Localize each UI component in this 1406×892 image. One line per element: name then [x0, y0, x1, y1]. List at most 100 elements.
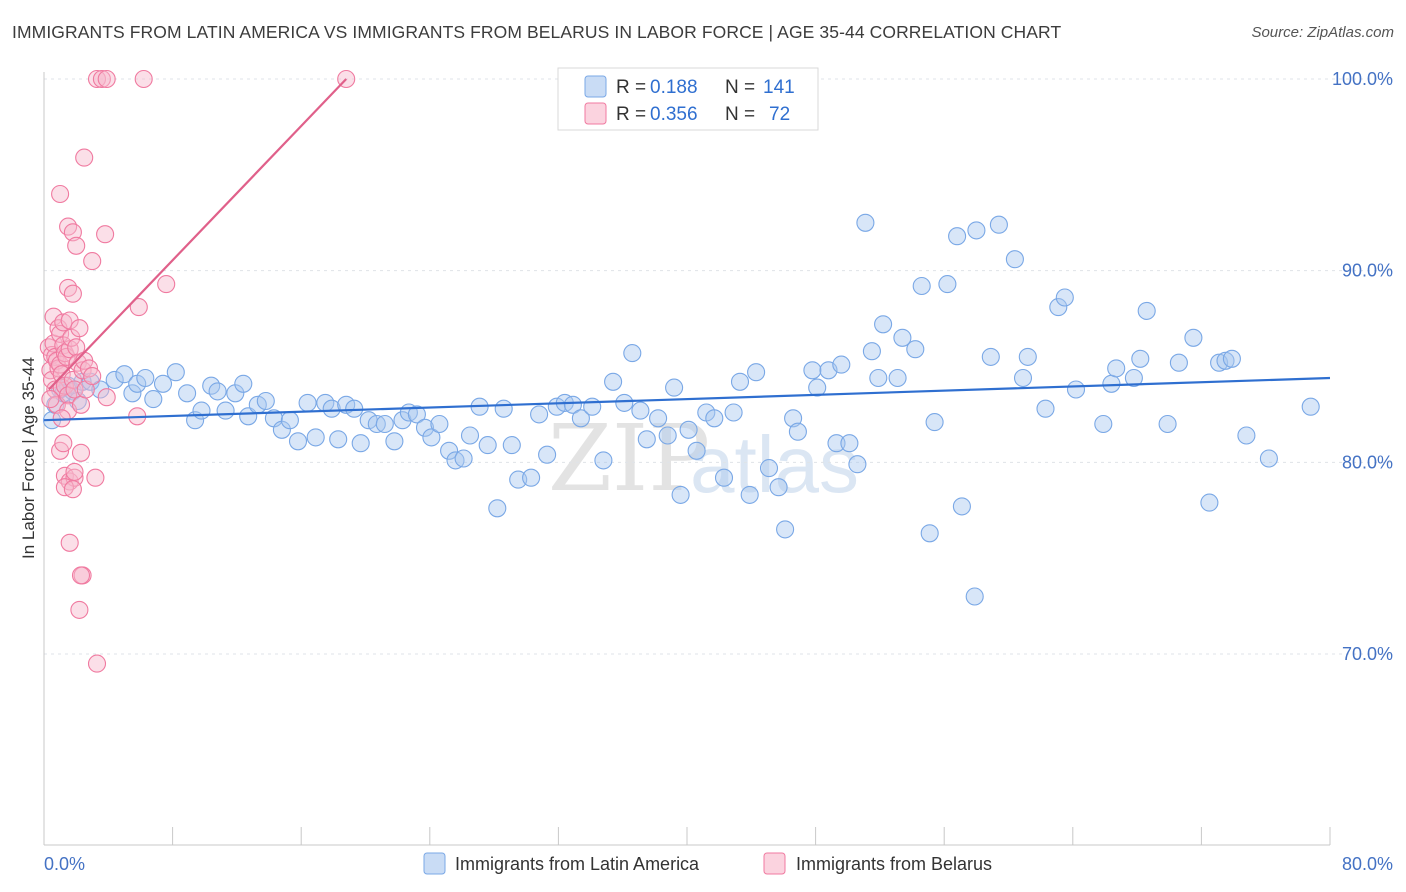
latin-america-point-117	[1005, 250, 1024, 269]
trend-lines	[43, 78, 1331, 422]
latin-america-point-69	[594, 451, 613, 470]
belarus-point-50	[86, 468, 105, 487]
latin-america-point-61	[522, 468, 541, 487]
latin-america-point-106	[906, 340, 925, 359]
latin-america-point-129	[1137, 301, 1156, 320]
latin-america-point-70	[604, 372, 623, 391]
latin-america-point-75	[649, 409, 668, 428]
latin-america-point-121	[1049, 298, 1068, 317]
legend-bottom-label-latin-america: Immigrants from Latin America	[455, 854, 700, 874]
latin-america-point-103	[874, 315, 893, 334]
latin-america-point-51	[440, 441, 459, 460]
latin-america-point-77	[665, 378, 684, 397]
latin-america-point-68	[583, 397, 602, 416]
belarus-point-42	[129, 298, 148, 317]
latin-america-point-79	[679, 420, 698, 439]
belarus-point-53	[71, 566, 91, 585]
latin-america-point-82	[705, 409, 724, 428]
latin-america-point-40	[351, 434, 370, 453]
latin-america-point-138	[1259, 449, 1278, 468]
latin-america-point-122	[1055, 288, 1074, 307]
latin-america-trend-line	[43, 376, 1331, 422]
latin-america-point-37	[329, 430, 348, 449]
latin-america-point-78	[671, 485, 690, 504]
latin-america-point-128	[1131, 349, 1150, 368]
belarus-point-57	[92, 69, 111, 89]
latin-america-point-84	[724, 403, 743, 422]
latin-america-point-135	[1216, 351, 1235, 370]
latin-america-point-110	[938, 275, 957, 294]
latin-america-point-133	[1200, 493, 1219, 512]
belarus-trend-line	[48, 78, 348, 391]
latin-america-point-54	[460, 426, 480, 445]
belarus-point-69	[41, 390, 60, 409]
latin-america-point-87	[740, 485, 759, 504]
latin-america-point-127	[1124, 368, 1143, 388]
belarus-point-40	[59, 278, 78, 297]
latin-america-point-83	[714, 468, 734, 487]
x-tick-label-0: 0.0%	[44, 854, 85, 874]
latin-america-point-109	[925, 413, 944, 432]
latin-america-point-18	[178, 384, 197, 403]
latin-america-point-44	[385, 432, 404, 451]
latin-america-point-71	[615, 393, 634, 412]
y-axis-label: In Labor Force | Age 35-44	[19, 357, 38, 559]
x-tick-label-1: 80.0%	[1342, 854, 1393, 874]
legend-r-label-2: R =	[616, 104, 646, 125]
belarus-point-48	[65, 468, 84, 487]
latin-america-point-86	[747, 363, 766, 382]
latin-america-point-72	[623, 344, 642, 363]
latin-america-point-36	[322, 399, 341, 418]
axes	[43, 72, 1331, 846]
latin-america-point-49	[422, 428, 441, 447]
latin-america-point-136	[1222, 349, 1241, 368]
latin-america-point-22	[208, 382, 227, 401]
legend-r-value-2: 0.356	[650, 104, 698, 125]
belarus-point-24	[60, 340, 79, 359]
y-tick-label-1: 90.0%	[1342, 261, 1393, 281]
belarus-point-55	[87, 654, 107, 673]
latin-america-point-91	[784, 409, 803, 428]
latin-america-point-126	[1107, 359, 1126, 378]
belarus-point-38	[83, 252, 102, 271]
legend-swatch-belarus	[584, 102, 607, 125]
latin-america-point-131	[1169, 353, 1188, 372]
belarus-point-32	[73, 361, 92, 380]
latin-america-point-17	[166, 363, 185, 382]
latin-america-point-10	[105, 370, 124, 389]
latin-america-point-108	[920, 524, 939, 543]
latin-america-point-93	[803, 361, 822, 380]
latin-america-point-48	[415, 418, 435, 437]
legend-stats: R = 0.188 N = 141 R = 0.356 N = 72	[557, 67, 819, 131]
belarus-point-67	[63, 480, 82, 499]
latin-america-point-114	[967, 221, 986, 240]
belarus-point-28	[67, 338, 86, 357]
latin-america-point-113	[965, 587, 984, 606]
belarus-point-30	[70, 319, 89, 338]
latin-america-point-43	[375, 414, 394, 434]
belarus-point-16	[54, 313, 73, 332]
latin-america-point-123	[1066, 380, 1086, 399]
belarus-point-39	[96, 225, 115, 244]
y-tick-label-2: 80.0%	[1342, 452, 1393, 472]
latin-america-point-139	[1301, 397, 1320, 416]
belarus-point-59	[134, 69, 153, 89]
belarus-point-36	[67, 236, 86, 255]
series-points-1	[39, 69, 356, 673]
latin-america-point-98	[840, 434, 859, 453]
belarus-point-35	[63, 223, 82, 242]
latin-america-point-57	[488, 499, 507, 518]
latin-america-point-12	[123, 384, 142, 403]
y-tick-labels: 100.0% 90.0% 80.0% 70.0%	[1332, 69, 1393, 664]
belarus-point-37	[75, 148, 94, 167]
belarus-point-41	[63, 284, 82, 303]
y-tick-label-3: 70.0%	[1342, 644, 1393, 664]
belarus-point-71	[83, 367, 102, 386]
latin-america-point-119	[1018, 347, 1037, 366]
belarus-point-26	[63, 370, 82, 389]
belarus-point-54	[70, 600, 89, 619]
latin-america-point-67	[571, 409, 590, 428]
legend-series: Immigrants from Latin America Immigrants…	[423, 852, 992, 875]
belarus-point-49	[71, 443, 91, 462]
